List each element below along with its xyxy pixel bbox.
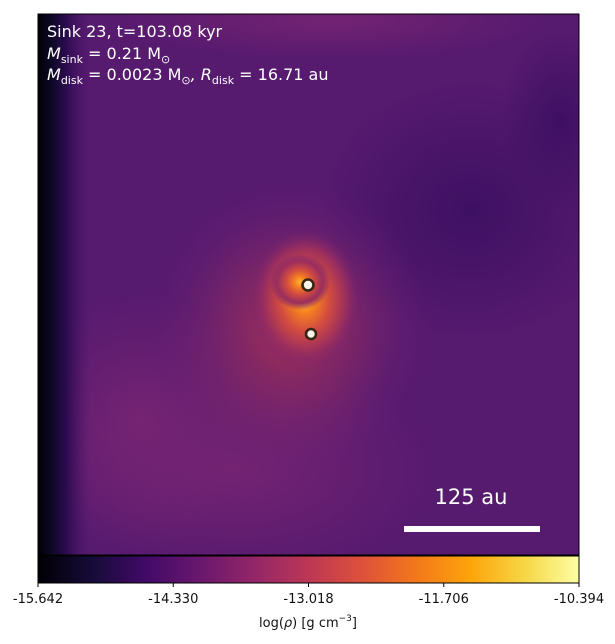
sink-secondary-marker: [304, 327, 318, 341]
colorbar-tick-label: -14.330: [148, 592, 198, 607]
annotation-line1: Sink 23, t=103.08 kyr: [47, 22, 223, 41]
density-panel: [38, 14, 579, 555]
m-disk-value: = 0.0023 M: [83, 65, 181, 84]
panel-frame: [37, 13, 580, 556]
colorbar-label-end: ]: [352, 616, 357, 631]
m-sink-symbol: M: [47, 44, 61, 63]
r-disk-symbol: , R: [191, 65, 212, 84]
m-sink-value: = 0.21 M: [83, 44, 161, 63]
r-disk-value: = 16.71 au: [234, 65, 328, 84]
colorbar-tick-label: -13.018: [283, 592, 333, 607]
colorbar-label-rho: ρ: [284, 616, 293, 631]
colorbar-label-prefix: log(: [259, 616, 284, 631]
sink-primary-marker: [301, 278, 315, 292]
m-disk-symbol: M: [47, 65, 61, 84]
colorbar-label: log(ρ) [g cm−3]: [259, 614, 357, 631]
colorbar-tick-label: -11.706: [419, 592, 469, 607]
colorbar-label-units: ) [g cm: [292, 616, 338, 631]
colorbar: -15.642 -14.330 -13.018 -11.706 -10.394 log(…: [13, 555, 604, 631]
sink-markers: [301, 278, 318, 341]
colorbar-tick-label: -15.642: [13, 592, 63, 607]
m-sink-subscript: sink: [61, 53, 84, 66]
colorbar-gradient: [37, 555, 580, 584]
solar-symbol: ⊙: [161, 53, 170, 66]
scale-bar: 125 au: [404, 485, 540, 532]
annotation-line2: Msink = 0.21 M⊙: [47, 44, 170, 66]
colorbar-ticks: -15.642 -14.330 -13.018 -11.706 -10.394: [13, 583, 604, 607]
annotation-block: Sink 23, t=103.08 kyr Msink = 0.21 M⊙ Md…: [47, 22, 328, 87]
r-disk-subscript: disk: [212, 74, 235, 87]
annotation-line3: Mdisk = 0.0023 M⊙, Rdisk = 16.71 au: [47, 65, 328, 87]
m-disk-subscript: disk: [61, 74, 84, 87]
solar-symbol-2: ⊙: [181, 74, 190, 87]
colorbar-label-exponent: −3: [339, 614, 352, 624]
scale-bar-label: 125 au: [435, 485, 508, 509]
colorbar-tick-label: -10.394: [554, 592, 604, 607]
scale-bar-line: [404, 526, 540, 532]
